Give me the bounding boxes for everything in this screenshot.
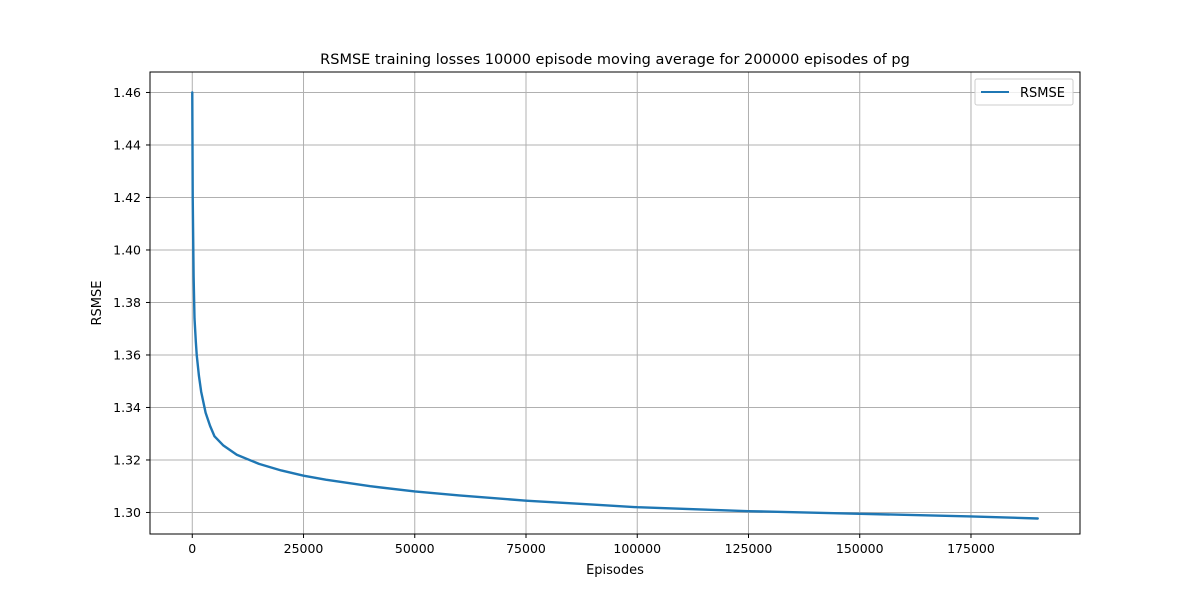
y-tick-label: 1.40: [113, 242, 141, 257]
y-tick-label: 1.46: [113, 85, 141, 100]
y-tick-label: 1.32: [113, 452, 141, 467]
y-tick-label: 1.34: [113, 400, 141, 415]
series-layer: [191, 91, 1039, 520]
y-tick-label: 1.42: [113, 190, 141, 205]
y-axis-label: RSMSE: [90, 281, 105, 326]
x-tick-label: 0: [188, 541, 196, 556]
ticks: 0 25000 50000 75000 100000 125000 150000 175000…: [113, 85, 995, 556]
y-tick-label: 1.36: [113, 347, 141, 362]
plot-area-frame: [149, 71, 1081, 535]
x-tick-label: 75000: [506, 541, 546, 556]
x-axis-label: Episodes: [586, 563, 644, 578]
grid: [150, 72, 1080, 534]
x-tick-label: 25000: [284, 541, 324, 556]
legend: RSMSE: [974, 78, 1074, 106]
y-tick-label: 1.44: [113, 137, 141, 152]
x-tick-label: 125000: [725, 541, 773, 556]
x-tick-label: 150000: [836, 541, 884, 556]
x-tick-label: 100000: [613, 541, 661, 556]
x-tick-label: 50000: [395, 541, 435, 556]
series-line-rsmse: [191, 91, 1039, 520]
x-tick-label: 175000: [947, 541, 995, 556]
legend-label: RSMSE: [1020, 86, 1065, 101]
chart-title: RSMSE training losses 10000 episode movi…: [320, 52, 910, 68]
legend-box: [974, 78, 1074, 106]
y-tick-label: 1.30: [113, 505, 141, 520]
y-tick-label: 1.38: [113, 295, 141, 310]
